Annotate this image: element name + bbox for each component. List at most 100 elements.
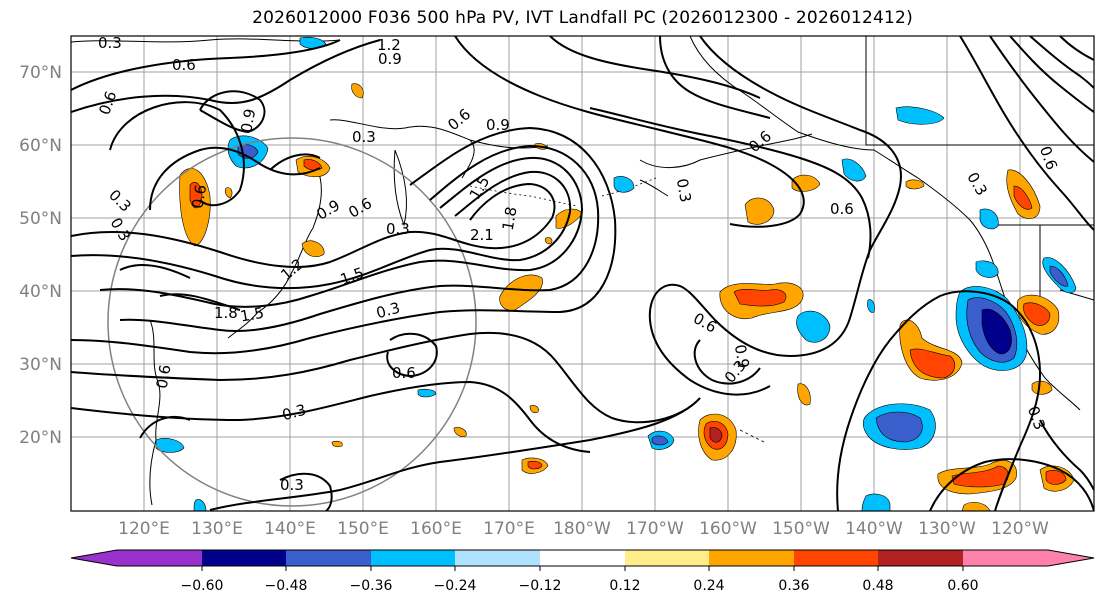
shade-pos: [529, 405, 539, 414]
lat-label-40: 40°N: [19, 282, 62, 302]
colorbar-segment: [371, 550, 456, 566]
shade-pos: [189, 182, 203, 209]
shade-pos: [303, 159, 323, 171]
contour-label: 1.2: [377, 36, 401, 54]
lon-label-150e: 150°E: [337, 519, 389, 539]
contour-label: 1.8: [214, 304, 238, 322]
colorbar-segment: [202, 550, 287, 566]
lat-label-70: 70°N: [19, 63, 62, 83]
contour-label: 0.9: [378, 50, 402, 68]
contour-label: 0.3: [98, 34, 122, 52]
shade-neg: [417, 388, 437, 398]
shade-neg: [975, 260, 999, 278]
contour-label: 1.5: [239, 304, 266, 326]
shade-pos: [905, 179, 925, 190]
contour-label: 0.3: [280, 401, 308, 425]
longitude-labels: 120°E 130°E 140°E 150°E 160°E 170°E 180°…: [118, 519, 1049, 539]
lon-label-130e: 130°E: [191, 519, 243, 539]
contour-label: 2.1: [470, 226, 494, 244]
shade-pos: [224, 187, 233, 199]
shade-pos: [527, 460, 543, 470]
lon-label-140e: 140°E: [264, 519, 316, 539]
shade-pos: [1013, 185, 1033, 210]
shade-pos: [301, 240, 325, 257]
lon-label-140w: 140°W: [845, 519, 903, 539]
shade-pos: [744, 197, 775, 225]
shade-neg: [796, 310, 831, 343]
colorbar-segment: [709, 550, 795, 566]
colorbar-tick-label: 0.12: [609, 578, 640, 594]
map-frame: [70, 35, 1095, 512]
contour-label: 0.6: [172, 56, 196, 74]
contour-label: 0.6: [830, 200, 854, 218]
shade-neg: [613, 176, 635, 193]
shade-pos: [709, 427, 723, 443]
shade-neg: [861, 493, 891, 511]
colorbar-segment: [455, 550, 541, 566]
colorbar-segment: [286, 550, 372, 566]
shade-neg: [981, 308, 1012, 355]
range-circle: [107, 137, 477, 507]
colorbar-tick-label: −0.60: [181, 578, 224, 594]
lat-label-30: 30°N: [19, 355, 62, 375]
shade-neg: [299, 36, 327, 49]
lon-label-120e: 120°E: [118, 519, 170, 539]
contour-label: 0.6: [392, 364, 416, 382]
lon-label-170e: 170°E: [483, 519, 535, 539]
colorbar-segment: [625, 550, 710, 566]
colorbar-tick-labels: −0.60 −0.48 −0.36 −0.24 −0.12 0.12 0.24 …: [181, 578, 979, 594]
contour-label: 0.9: [237, 107, 259, 134]
shade-pos: [733, 288, 787, 307]
shade-neg: [979, 208, 999, 230]
lon-label-160e: 160°E: [410, 519, 462, 539]
lon-label-130w: 130°W: [918, 519, 976, 539]
shade-neg: [875, 411, 923, 443]
lon-label-170w: 170°W: [626, 519, 684, 539]
contour-label: 0.9: [486, 116, 510, 134]
shade-pos: [797, 383, 811, 406]
lon-label-180w: 180°W: [553, 519, 611, 539]
shade-pos: [544, 237, 553, 245]
colorbar-tick-label: 0.48: [862, 578, 893, 594]
shade-neg: [651, 435, 669, 446]
colorbar-segment: [71, 550, 202, 566]
colorbar-tick-label: 0.60: [947, 578, 978, 594]
colorbar-tick-label: −0.24: [434, 578, 477, 594]
contour-label: 0.3: [280, 476, 304, 494]
graticule: [71, 36, 1094, 511]
map-title: 2026012000 F036 500 hPa PV, IVT Landfall…: [252, 8, 913, 28]
lon-label-150w: 150°W: [772, 519, 830, 539]
shade-pos: [961, 502, 991, 511]
lat-label-60: 60°N: [19, 136, 62, 156]
colorbar-segment: [794, 550, 879, 566]
shade-pos: [909, 348, 956, 379]
colorbar: −0.60 −0.48 −0.36 −0.24 −0.12 0.12 0.24 …: [70, 549, 1095, 594]
colorbar-tick-label: −0.36: [350, 578, 393, 594]
shade-neg: [895, 106, 945, 125]
contour-label: 0.3: [673, 177, 695, 204]
contour-label: 0.3: [352, 128, 376, 146]
contour-label: 0.6: [188, 183, 210, 210]
colorbar-tick-label: 0.24: [693, 578, 724, 594]
lat-label-20: 20°N: [19, 428, 62, 448]
colorbar-segment: [540, 550, 626, 566]
contour-label: 0.3: [386, 220, 410, 238]
shade-pos: [1045, 470, 1067, 485]
contour-label: 0.9: [731, 343, 753, 370]
lon-label-160w: 160°W: [699, 519, 757, 539]
shade-pos: [1023, 302, 1051, 326]
shade-pos: [499, 274, 543, 311]
contour-label: 1.8: [499, 205, 521, 232]
contour-label: 0.3: [374, 299, 402, 323]
colorbar-outline: [70, 549, 1095, 567]
colorbar-tick-label: −0.12: [519, 578, 562, 594]
shade-pos: [331, 440, 343, 448]
island-chains: [469, 177, 765, 443]
lat-label-50: 50°N: [19, 209, 62, 229]
shade-neg: [867, 299, 875, 313]
shading-positive: [179, 83, 1075, 511]
lon-label-120w: 120°W: [991, 519, 1049, 539]
colorbar-tick-label: −0.48: [265, 578, 308, 594]
latitude-labels: 70°N 60°N 50°N 40°N 30°N 20°N: [19, 63, 62, 448]
